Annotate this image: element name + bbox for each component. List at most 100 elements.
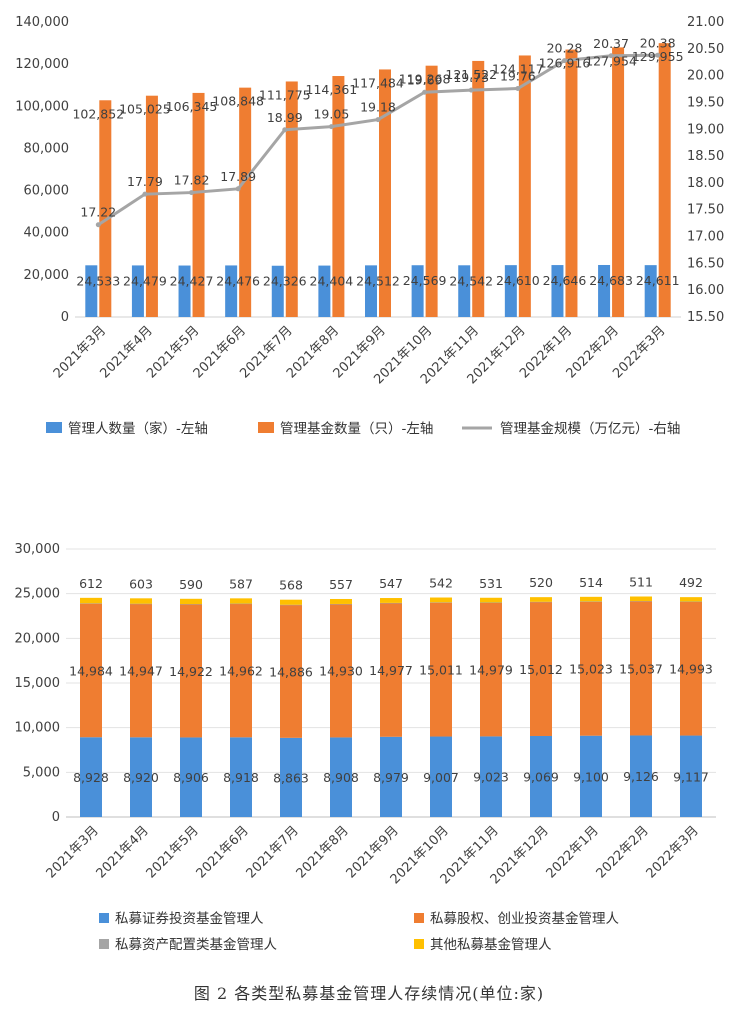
stack-segment <box>430 602 452 737</box>
stack-segment <box>130 598 152 604</box>
bar-managers <box>85 265 98 317</box>
stack-segment <box>430 597 452 603</box>
label-securities: 9,007 <box>423 770 459 785</box>
line-point <box>655 52 661 58</box>
line-point <box>95 222 101 228</box>
bar-funds <box>99 100 112 317</box>
label-managers: 24,479 <box>123 273 167 288</box>
bar-managers <box>271 265 284 317</box>
bar-managers <box>318 265 331 317</box>
label-managers: 24,610 <box>496 273 540 288</box>
right-tick-label: 17.50 <box>687 203 724 218</box>
label-funds: 121,522 <box>445 67 497 82</box>
left-tick-label: 40,000 <box>24 226 70 241</box>
stack-segment <box>630 735 652 817</box>
legend-swatch <box>414 913 424 923</box>
label-other: 557 <box>329 577 353 592</box>
line-point <box>189 190 195 196</box>
label-equity: 14,977 <box>369 663 413 678</box>
label-other: 520 <box>529 575 553 590</box>
bar-managers <box>225 265 238 317</box>
label-fund-scale: 18.99 <box>267 110 303 125</box>
stack-segment <box>330 603 352 605</box>
line-point <box>515 86 521 92</box>
line-point <box>561 58 567 64</box>
right-tick-label: 20.50 <box>687 42 724 57</box>
legend-label: 管理基金规模（万亿元）-右轴 <box>500 420 680 437</box>
category-label: 2022年3月 <box>644 823 702 881</box>
stack-segment <box>680 601 702 603</box>
label-fund-scale: 20.28 <box>547 41 583 56</box>
stack-segment <box>280 604 302 738</box>
label-fund-scale: 19.73 <box>453 70 489 85</box>
chart-1: 0 20,000 40,000 60,000 80,000 100,000 120,000 1… <box>15 15 724 437</box>
stack-segment <box>80 597 102 604</box>
label-other: 612 <box>79 576 103 591</box>
stack-segment <box>230 603 252 738</box>
category-label: 2022年1月 <box>544 823 602 881</box>
stack-segment <box>530 601 552 603</box>
label-fund-scale: 17.22 <box>80 205 116 220</box>
label-managers: 24,533 <box>76 273 120 288</box>
label-securities: 9,126 <box>623 769 659 784</box>
right-tick-label: 15.50 <box>687 310 724 325</box>
line-point <box>375 117 381 123</box>
label-equity: 14,886 <box>269 664 313 679</box>
label-fund-scale: 20.38 <box>640 35 676 50</box>
figure-caption: 图 2 各类型私募基金管理人存续情况(单位:家) <box>194 984 544 1003</box>
label-managers: 24,326 <box>263 274 307 289</box>
right-tick-label: 16.00 <box>687 283 724 298</box>
legend-swatch <box>258 422 274 433</box>
label-fund-scale: 17.89 <box>220 169 256 184</box>
label-securities: 8,906 <box>173 770 209 785</box>
label-securities: 8,863 <box>273 770 309 785</box>
bar-funds <box>518 55 531 318</box>
label-securities: 8,918 <box>223 770 259 785</box>
legend-label: 私募资产配置类基金管理人 <box>115 936 277 953</box>
stack-segment <box>330 737 352 817</box>
label-securities: 9,100 <box>573 769 609 784</box>
stack-segment <box>230 603 252 605</box>
stack-segment <box>380 736 402 817</box>
label-fund-scale: 17.79 <box>127 174 163 189</box>
line-point <box>422 89 428 95</box>
y-tick-label: 0 <box>52 810 60 825</box>
label-managers: 24,569 <box>403 273 447 288</box>
label-funds: 114,361 <box>306 82 358 97</box>
chart-2: 0 5,000 10,000 15,000 20,000 25,000 30,000 8,92… <box>15 542 716 1003</box>
stack-segment <box>630 601 652 736</box>
stack-segment <box>480 602 502 737</box>
bar-managers <box>598 264 611 317</box>
stack-segment <box>630 601 652 602</box>
label-fund-scale: 19.18 <box>360 100 396 115</box>
bar-funds <box>379 69 391 317</box>
stack-segment <box>430 602 452 603</box>
stack-segment <box>530 597 552 602</box>
bar-managers <box>411 265 424 317</box>
right-tick-label: 21.00 <box>687 15 724 30</box>
bar-managers <box>504 265 517 317</box>
label-managers: 24,683 <box>589 273 633 288</box>
y-tick-label: 10,000 <box>15 721 61 736</box>
line-point <box>142 191 148 197</box>
stack-segment <box>580 601 602 736</box>
bar-funds <box>612 47 625 318</box>
stack-segment <box>180 604 202 738</box>
label-fund-scale: 20.37 <box>593 36 629 51</box>
y-tick-label: 15,000 <box>15 676 61 691</box>
stack-segment <box>130 603 152 605</box>
label-other: 514 <box>579 575 603 590</box>
category-label: 2021年8月 <box>294 823 352 881</box>
label-other: 603 <box>129 576 153 591</box>
label-fund-scale: 17.82 <box>174 173 210 188</box>
stack-segment <box>80 603 102 738</box>
label-other: 492 <box>679 575 703 590</box>
legend-label: 其他私募基金管理人 <box>430 936 552 953</box>
category-label: 2021年4月 <box>94 823 152 881</box>
stack-segment <box>130 603 152 738</box>
line-point <box>468 87 474 93</box>
stack-segment <box>180 598 202 605</box>
stack-segment <box>180 604 202 605</box>
stack-segment <box>480 736 502 817</box>
label-funds: 105,025 <box>119 102 171 117</box>
